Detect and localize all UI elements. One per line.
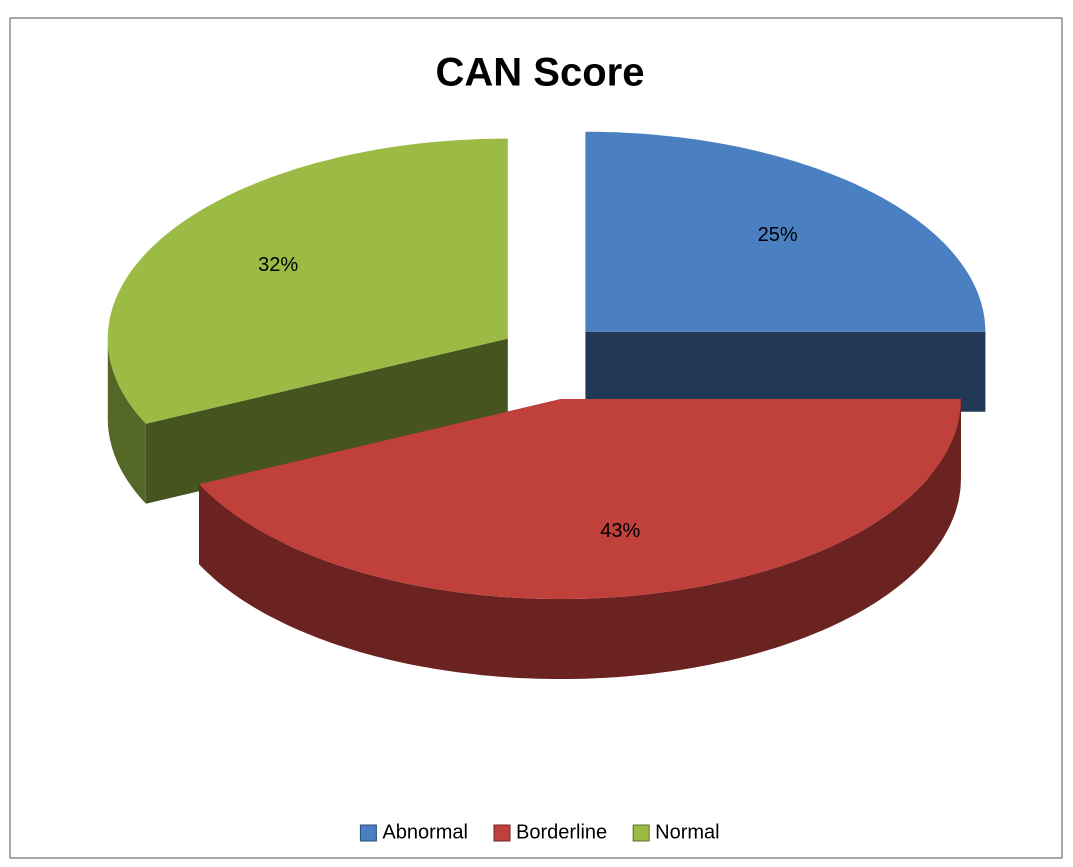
slice-wall — [199, 399, 961, 679]
legend: Abnormal Borderline Normal — [359, 821, 720, 843]
slice-side — [145, 338, 508, 504]
data-label: 43% — [600, 520, 640, 542]
data-label: 32% — [258, 254, 298, 276]
slice-side — [585, 331, 986, 412]
slice-top — [199, 399, 961, 599]
slice-wall — [107, 338, 146, 504]
legend-label: Abnormal — [382, 821, 468, 843]
pie-slice — [585, 131, 986, 412]
slice-top — [585, 131, 986, 332]
pie-slice — [107, 138, 508, 504]
chart-title: CAN Score — [436, 51, 645, 95]
slice-top — [107, 138, 508, 424]
legend-swatch — [632, 824, 650, 842]
pie — [107, 131, 986, 679]
legend-swatch — [359, 824, 377, 842]
data-labels: 25% 43% 32% — [258, 224, 798, 542]
legend-label: Normal — [655, 821, 719, 843]
legend-label: Borderline — [516, 821, 607, 843]
data-label: 25% — [758, 224, 798, 246]
legend-swatch — [493, 824, 511, 842]
pie-slice — [199, 399, 961, 679]
